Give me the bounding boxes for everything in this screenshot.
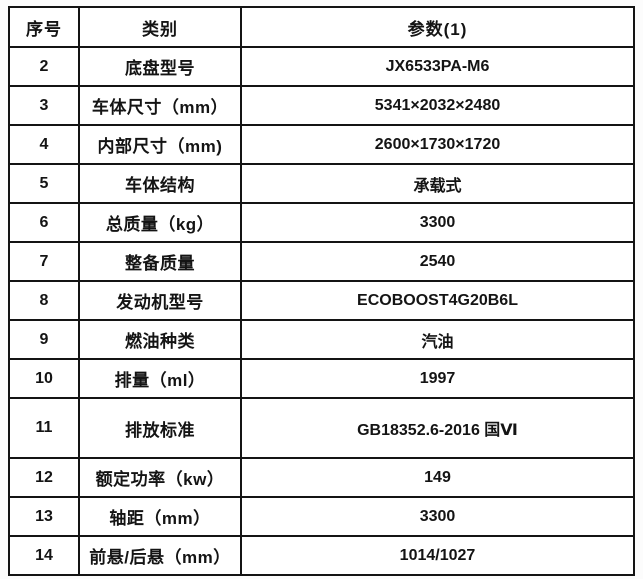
vehicle-spec-table: 序号 类别 参数(1) 2 底盘型号 JX6533PA-M6 3 车体尺寸（mm… (8, 6, 635, 576)
category-cell: 排放标准 (78, 397, 242, 459)
table-row: 8 发动机型号 ECOBOOST4G20B6L (8, 280, 635, 321)
row-number-cell: 7 (8, 241, 80, 282)
category-cell: 额定功率（kw） (78, 457, 242, 498)
category-cell: 内部尺寸（mm) (78, 124, 242, 165)
table-row: 13 轴距（mm） 3300 (8, 496, 635, 537)
spec-table-body: 2 底盘型号 JX6533PA-M6 3 车体尺寸（mm） 5341×2032×… (8, 46, 635, 576)
parameter-cell: 1997 (240, 358, 635, 399)
table-header: 序号 类别 参数(1) (8, 6, 635, 48)
table-row: 4 内部尺寸（mm) 2600×1730×1720 (8, 124, 635, 165)
table-row: 5 车体结构 承载式 (8, 163, 635, 204)
row-number-cell: 6 (8, 202, 80, 243)
parameter-cell: 149 (240, 457, 635, 498)
category-cell: 整备质量 (78, 241, 242, 282)
parameter-cell: 2540 (240, 241, 635, 282)
row-number-cell: 9 (8, 319, 80, 360)
table-row: 12 额定功率（kw） 149 (8, 457, 635, 498)
parameter-cell: 承载式 (240, 163, 635, 204)
row-number-cell: 13 (8, 496, 80, 537)
parameter-cell: 1014/1027 (240, 535, 635, 576)
row-number-cell: 8 (8, 280, 80, 321)
parameter-cell: 3300 (240, 202, 635, 243)
table-row: 2 底盘型号 JX6533PA-M6 (8, 46, 635, 87)
row-number-cell: 5 (8, 163, 80, 204)
parameter-cell: 2600×1730×1720 (240, 124, 635, 165)
row-number-cell: 4 (8, 124, 80, 165)
parameter-cell: JX6533PA-M6 (240, 46, 635, 87)
col-header-index: 序号 (8, 6, 80, 48)
parameter-cell: ECOBOOST4G20B6L (240, 280, 635, 321)
category-cell: 总质量（kg） (78, 202, 242, 243)
parameter-cell: 汽油 (240, 319, 635, 360)
row-number-cell: 12 (8, 457, 80, 498)
row-number-cell: 10 (8, 358, 80, 399)
table-row: 11 排放标准 GB18352.6-2016 国Ⅵ (8, 397, 635, 459)
row-number-cell: 14 (8, 535, 80, 576)
category-cell: 前悬/后悬（mm） (78, 535, 242, 576)
parameter-cell: 5341×2032×2480 (240, 85, 635, 126)
category-cell: 底盘型号 (78, 46, 242, 87)
parameter-cell: 3300 (240, 496, 635, 537)
col-header-category: 类别 (78, 6, 242, 48)
table-row: 14 前悬/后悬（mm） 1014/1027 (8, 535, 635, 576)
row-number-cell: 2 (8, 46, 80, 87)
col-header-parameter: 参数(1) (240, 6, 635, 48)
table-row: 9 燃油种类 汽油 (8, 319, 635, 360)
parameter-cell: GB18352.6-2016 国Ⅵ (240, 397, 635, 459)
table-row: 3 车体尺寸（mm） 5341×2032×2480 (8, 85, 635, 126)
category-cell: 排量（ml） (78, 358, 242, 399)
row-number-cell: 11 (8, 397, 80, 459)
category-cell: 发动机型号 (78, 280, 242, 321)
category-cell: 轴距（mm） (78, 496, 242, 537)
header-row: 序号 类别 参数(1) (8, 6, 635, 48)
spec-table-container: 序号 类别 参数(1) 2 底盘型号 JX6533PA-M6 3 车体尺寸（mm… (8, 6, 635, 576)
table-row: 7 整备质量 2540 (8, 241, 635, 282)
category-cell: 燃油种类 (78, 319, 242, 360)
category-cell: 车体尺寸（mm） (78, 85, 242, 126)
table-row: 10 排量（ml） 1997 (8, 358, 635, 399)
row-number-cell: 3 (8, 85, 80, 126)
category-cell: 车体结构 (78, 163, 242, 204)
table-row: 6 总质量（kg） 3300 (8, 202, 635, 243)
